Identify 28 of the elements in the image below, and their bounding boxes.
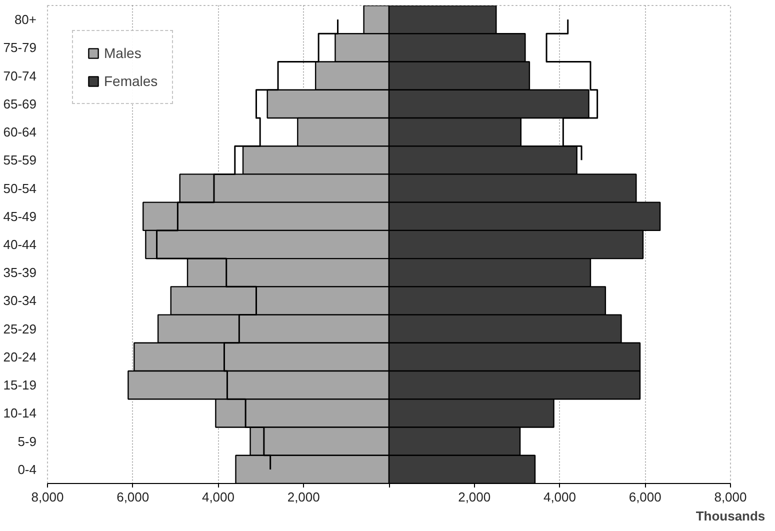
x-tick-label: 6,000	[628, 490, 662, 504]
x-tick-label: 6,000	[116, 490, 150, 504]
legend-label: Females	[104, 73, 158, 89]
y-tick-label: 60-64	[3, 124, 36, 140]
x-tick-label: 8,000	[31, 490, 64, 504]
y-tick-label: 25-29	[3, 321, 36, 336]
legend-label: Males	[104, 45, 142, 61]
y-tick-label: 15-19	[3, 378, 36, 393]
x-tick-label: 2,000	[287, 490, 320, 504]
x-tick-label: 4,000	[543, 490, 576, 504]
y-tick-label: 45-49	[3, 208, 36, 224]
y-tick-label: 70-74	[3, 68, 36, 84]
y-tick-label: 65-69	[3, 96, 36, 112]
y-tick-label: 50-54	[3, 180, 36, 196]
y-tick-label: 0-4	[18, 462, 37, 477]
y-tick-label: 10-14	[3, 406, 36, 421]
y-tick-label: 5-9	[18, 434, 37, 449]
y-tick-label: 80+	[14, 12, 37, 28]
y-tick-label: 75-79	[3, 40, 36, 56]
x-tick-label: 8,000	[714, 490, 747, 504]
y-tick-label: 35-39	[3, 265, 36, 280]
y-tick-label: 55-59	[3, 152, 36, 168]
y-tick-label: 40-44	[3, 237, 36, 252]
x-tick-label: 2,000	[458, 490, 491, 504]
y-tick-label: 20-24	[3, 349, 36, 364]
x-axis-title: Thousands	[696, 508, 766, 524]
y-tick-label: 30-34	[3, 293, 36, 308]
x-tick-label: 4,000	[202, 490, 235, 504]
